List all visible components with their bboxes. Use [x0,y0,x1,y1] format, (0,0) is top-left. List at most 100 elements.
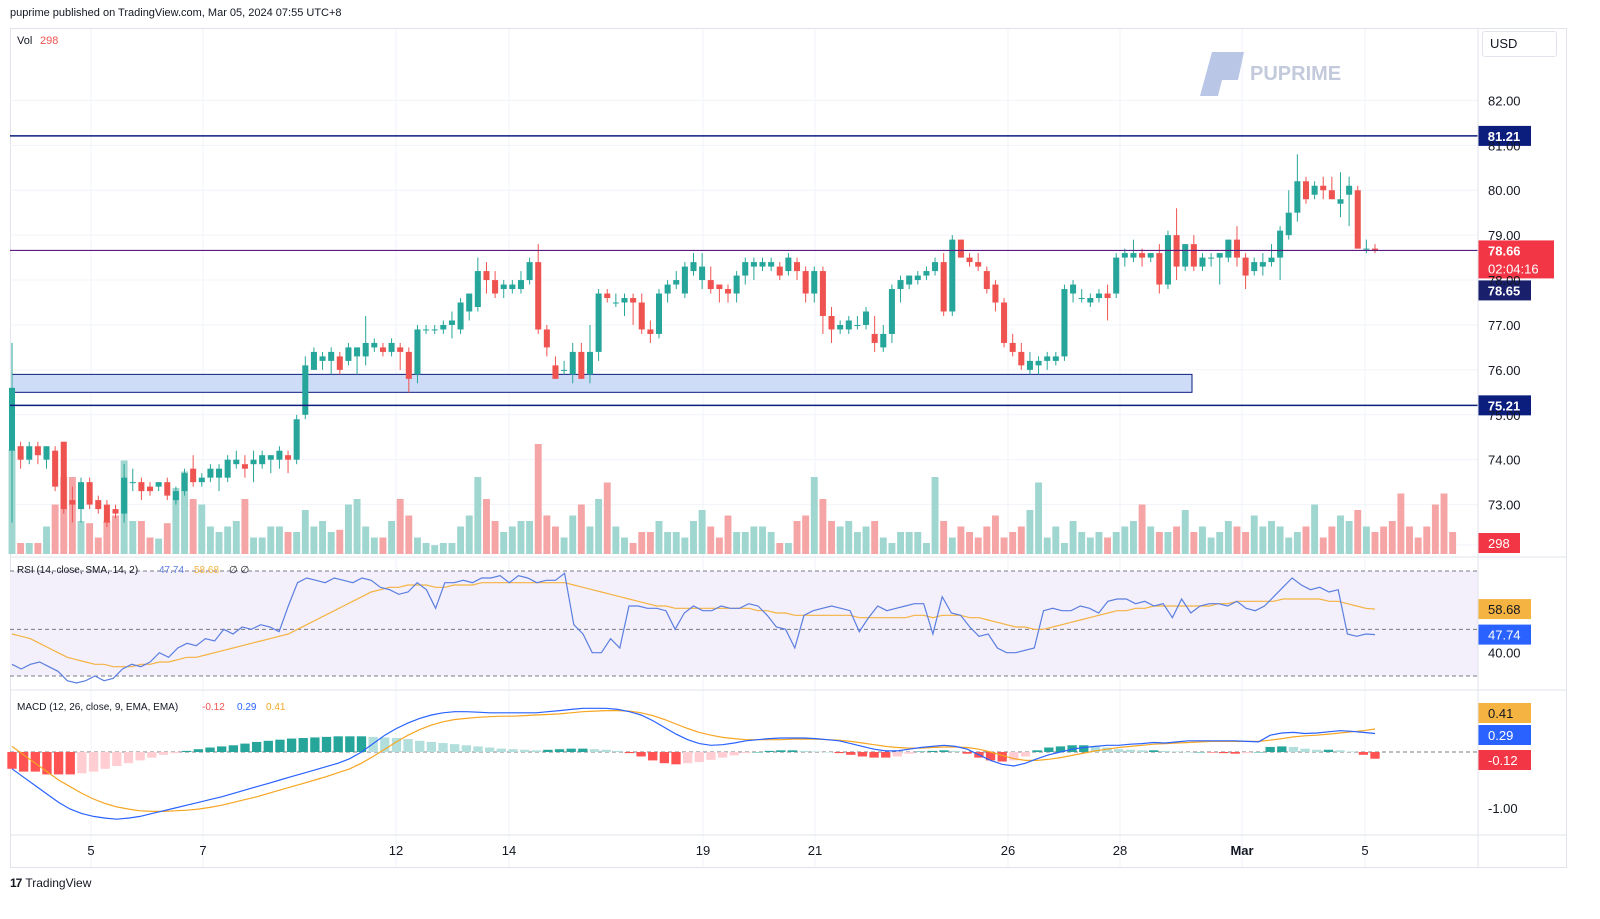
volume-bar [1026,510,1034,554]
candle-body [138,482,145,492]
volume-bar [1112,532,1120,554]
candle-body [207,468,214,478]
candle-body [52,450,59,487]
candle-body [1001,302,1008,343]
candle-body [1199,257,1206,267]
rsi-line [11,572,1376,684]
macd-histogram-bar [193,749,204,752]
volume-bar [483,499,490,554]
volume-bar [681,537,689,554]
candle-body [957,239,964,258]
macd-histogram-bar [310,737,320,752]
macd-value-tag-bg [1478,725,1531,745]
candle-body [1216,253,1223,258]
macd-histogram-bar [997,752,1007,762]
macd-histogram-bar [601,749,611,752]
macd-histogram-bar [18,752,29,772]
candle-body [673,280,680,285]
candle-body [776,266,783,276]
current-price-label: 78.66 [1488,243,1521,258]
macd-histogram-bar [950,750,961,752]
volume-bar [396,499,404,554]
volume-bar [129,521,137,554]
volume-bar [465,515,473,554]
volume-bar [1319,537,1327,554]
candle-body [34,446,41,456]
volume-bar [586,526,594,554]
macd-histogram-bar [263,740,273,752]
candle-body [1009,342,1016,352]
macd-histogram-bar [275,739,285,752]
candle-body [621,298,628,303]
volume-bar [1423,526,1431,554]
volume-bar [534,444,542,554]
support-zone-rect [11,373,1193,393]
currency-selector[interactable]: USD [1482,31,1557,57]
candle-body [1052,356,1059,361]
macd-histogram-bar [846,752,856,755]
level-tag-label: 81.21 [1488,129,1521,144]
candle-body [17,446,24,460]
rsi-band [10,571,1478,676]
candle-body [785,257,792,272]
macd-histogram-bar [415,740,425,752]
volume-bar [1371,532,1379,554]
volume-bar [1104,537,1112,554]
volume-bar [1337,515,1344,554]
candle-body [1182,244,1189,267]
volume-bar [888,543,896,554]
volume-bar [43,526,50,554]
volume-bar [767,532,775,554]
macd-hist-text: -0.12 [202,702,225,713]
candle-body [535,262,542,330]
candle-body [77,482,85,510]
macd-histogram-bar [939,750,949,752]
macd-histogram-bar [30,752,40,772]
candle-body [681,266,688,294]
volume-bar [215,532,223,554]
volume-bar [448,543,456,554]
macd-histogram-bar [450,744,460,752]
volume-bar [103,521,111,554]
candle-body [198,477,205,483]
time-tick-label: 7 [199,843,206,858]
macd-value-tag-label: 0.29 [1488,728,1513,743]
candle-body [285,455,292,460]
volume-bars [8,444,1457,554]
candle-body [8,387,16,451]
level-tag-bg [1478,125,1531,146]
macd-histogram-bar [694,752,704,763]
macd-histogram-bar [205,747,215,752]
watermark-text: PUPRIME [1250,63,1341,85]
candle-body [1156,253,1163,285]
time-tick-label: 21 [808,843,822,858]
macd-histogram-bar [135,752,145,761]
macd-histogram-bar [776,750,786,752]
candle-body [966,257,973,263]
macd-histogram-bar [729,752,739,756]
volume-bar [388,521,396,554]
macd-histogram-bar [1090,746,1101,752]
candle-body [1147,253,1154,258]
macd-histogram-bar [1137,750,1147,752]
rsi-tag-label: 47.74 [1488,628,1521,643]
macd-histogram-bar [578,748,588,752]
macd-histogram-bar [438,743,448,752]
macd-histogram-bar [1253,752,1264,753]
candle-body [975,262,982,267]
volume-bar [51,504,59,554]
tradingview-logo-icon: 17 [10,876,22,890]
macd-histogram-bar [892,752,903,757]
volume-bar [1009,532,1017,554]
volume-bar [94,537,102,554]
volume-bar [1259,526,1267,554]
price-tick-label: 80.00 [1488,183,1521,198]
volume-bar [1449,532,1457,554]
price-tick-label: 81.00 [1488,138,1521,153]
macd-histogram-bar [822,752,833,753]
macd-histogram-bar [7,752,17,769]
macd-histogram-bar [461,745,471,752]
macd-histogram-bar [659,752,670,764]
macd-histogram-bar [566,748,576,752]
